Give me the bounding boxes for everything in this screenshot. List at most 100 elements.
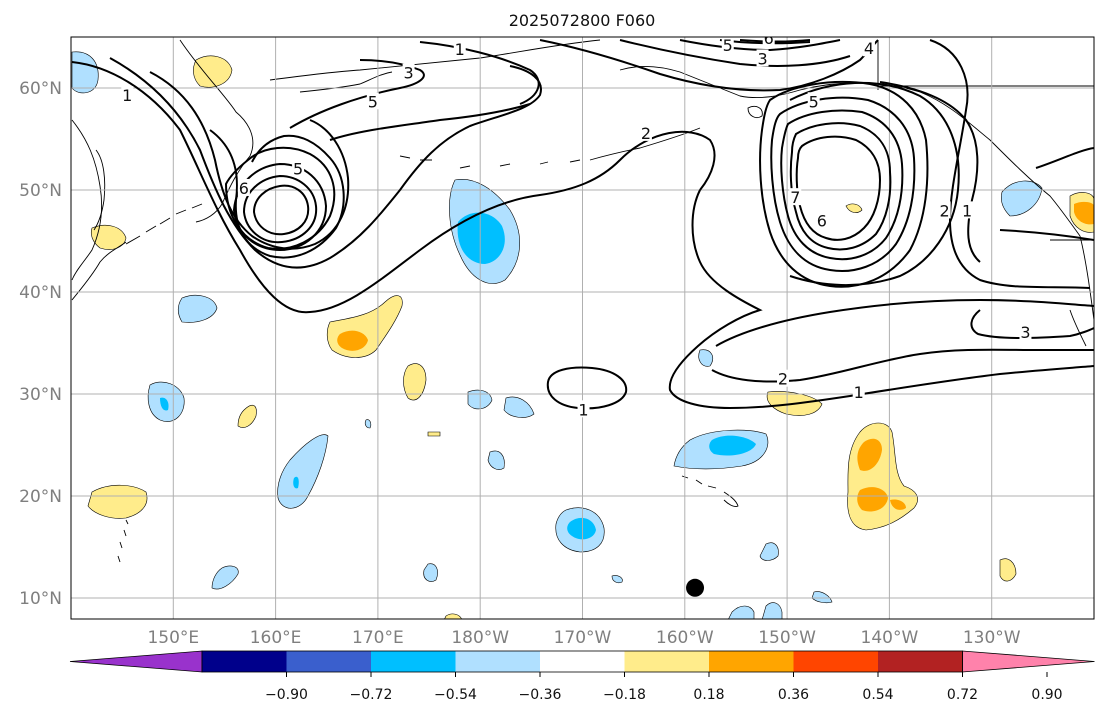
shade-patch-cyan	[160, 397, 169, 411]
longitude-tick-label: 160°W	[656, 628, 714, 648]
contour-line	[109, 57, 542, 269]
coastline-bering-siberia	[269, 39, 601, 81]
shade-patch-yellow	[999, 558, 1017, 582]
shade-patch-cyan	[457, 212, 505, 264]
coastline-north-america-west	[1079, 235, 1094, 321]
coastline-alaska-peninsula	[589, 127, 701, 161]
colorbar-tick-labels: −0.90 −0.72 −0.54 −0.36 −0.18 0.18 0.36 0.54 0.7…	[265, 672, 1063, 703]
contour-label: 6	[817, 212, 827, 231]
contour-line	[770, 96, 916, 272]
contour-line	[929, 39, 1091, 289]
longitude-tick-label: 130°W	[963, 628, 1021, 648]
contour-label: 4	[864, 39, 874, 58]
shade-patch-blue	[811, 591, 833, 604]
contour-line	[759, 81, 929, 288]
coastline-baja	[1069, 309, 1087, 347]
contour-label: 1	[854, 383, 864, 402]
latitude-tick-label: 50°N	[19, 181, 62, 201]
shade-patch-blue	[211, 565, 239, 590]
shade-patch-blue	[698, 349, 713, 367]
coastline-sakhalin	[93, 149, 106, 231]
contour-label: 3	[403, 64, 413, 83]
latitude-tick-label: 40°N	[19, 283, 62, 303]
contour-line	[419, 41, 540, 105]
shade-patch-blue	[611, 575, 623, 584]
map-gridlines	[71, 37, 1094, 619]
contour-label-background	[807, 92, 820, 110]
contour-line	[679, 39, 841, 52]
longitude-tick-label: 180°W	[451, 628, 509, 648]
contour-label-background	[938, 201, 951, 219]
contour-label-background	[862, 39, 875, 57]
shade-patch-blue	[277, 434, 329, 509]
contour-label-background	[789, 188, 802, 206]
contour-label: 1	[962, 201, 972, 220]
shade-patch-blue	[761, 602, 783, 619]
longitude-tick-label: 170°E	[352, 628, 404, 648]
shade-patch-blue	[1000, 180, 1043, 217]
shade-patch-blue	[177, 295, 218, 323]
contour-label: 6	[239, 179, 249, 198]
coastline-japan	[71, 241, 127, 301]
contour-line	[739, 39, 811, 43]
contour-line	[71, 61, 716, 314]
contour-line	[242, 174, 318, 244]
contour-label: 5	[293, 160, 303, 179]
shade-patch-blue	[364, 419, 372, 429]
contour-label: 5	[809, 92, 819, 111]
contour-label-background	[721, 37, 734, 54]
contour-label: 3	[757, 49, 767, 68]
colorbar-tick-label: −0.54	[434, 687, 477, 703]
contour-label: 1	[122, 86, 132, 105]
shade-patch-yellow	[403, 363, 427, 401]
colorbar-tick-label: −0.18	[603, 687, 646, 703]
coastline-asia-mainland	[71, 119, 102, 281]
contour-line	[252, 184, 310, 236]
shade-patch-yellow	[427, 431, 441, 437]
shade-patch-yellow	[847, 422, 918, 531]
longitude-tick-label: 150°E	[147, 628, 199, 648]
colorbar-segment	[455, 651, 541, 672]
contour-line	[795, 135, 882, 241]
contour-label-background	[237, 178, 250, 196]
contour-label: 7	[790, 188, 800, 207]
figure-title: 2025072800 F060	[509, 11, 656, 30]
contour-line	[546, 366, 628, 410]
contour-lines	[71, 39, 1094, 410]
contour-line	[879, 81, 981, 263]
colorbar-tick-label: −0.72	[350, 687, 393, 703]
colorbar-segment	[202, 651, 287, 672]
shade-patch-yellow	[845, 203, 863, 213]
colorbar	[69, 650, 1095, 673]
contour-label: 2	[641, 124, 651, 143]
coastline-alaska-west	[619, 65, 801, 99]
contour-label: 5	[368, 92, 378, 111]
colorbar-segment	[286, 651, 372, 672]
colorbar-tick-label: 0.72	[947, 687, 978, 703]
colorbar-segment	[878, 651, 963, 672]
latitude-tick-label: 60°N	[19, 79, 62, 99]
contour-line	[1035, 147, 1094, 169]
longitude-tick-label: 150°W	[758, 628, 816, 648]
contour-line	[289, 59, 425, 129]
latitude-tick-label: 30°N	[19, 385, 62, 405]
coastline-kuril-islands	[125, 203, 203, 245]
contour-label: 2	[940, 201, 950, 220]
contour-line	[789, 122, 892, 251]
shade-patch-yellow	[193, 55, 233, 88]
contour-line	[232, 162, 328, 252]
longitude-tick-label: 160°E	[250, 628, 302, 648]
contour-label: 5	[723, 36, 733, 55]
border-alaska-canada	[877, 40, 1094, 90]
coastline-chukotka	[299, 71, 393, 93]
contour-label: 2	[778, 370, 788, 389]
colorbar-segment	[709, 651, 794, 672]
shade-patch-blue	[728, 605, 755, 619]
shade-patch-orange	[337, 330, 368, 351]
contour-label-background	[577, 400, 590, 418]
shade-patch-blue	[759, 542, 779, 561]
plot-frame	[70, 36, 1095, 620]
contour-line	[329, 103, 531, 141]
colorbar-extend-high	[962, 650, 1095, 673]
contour-line	[619, 39, 851, 67]
